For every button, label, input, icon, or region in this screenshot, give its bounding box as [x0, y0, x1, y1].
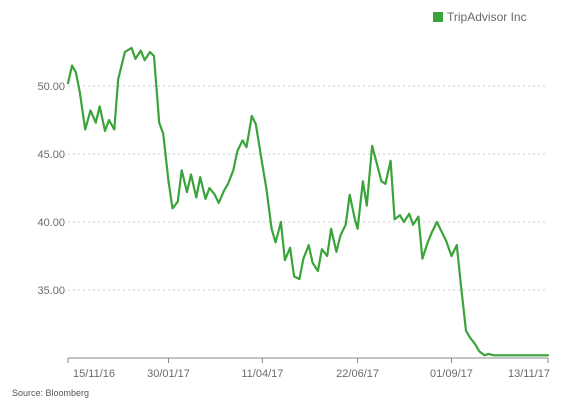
x-tick-label: 15/11/16 — [73, 368, 115, 380]
legend: TripAdvisor Inc — [433, 10, 527, 24]
series-line-tripadvisor — [66, 46, 550, 357]
x-tick-label: 30/01/17 — [147, 368, 190, 380]
legend-label: TripAdvisor Inc — [447, 10, 527, 24]
y-tick-label: 40.00 — [37, 217, 65, 229]
y-tick-label: 50.00 — [37, 81, 65, 93]
x-tick-label: 01/09/17 — [430, 368, 473, 380]
legend-swatch — [433, 12, 443, 22]
x-tick-label: 11/04/17 — [241, 368, 283, 380]
y-tick-label: 45.00 — [37, 149, 65, 161]
x-tick-label: 22/06/17 — [336, 368, 379, 380]
grid-lines — [68, 85, 548, 291]
y-tick-label: 35.00 — [37, 285, 65, 297]
x-tick-label: 13/11/17 — [508, 368, 550, 380]
source-note: Source: Bloomberg — [12, 388, 89, 398]
series-lines — [66, 46, 550, 357]
y-axis-tick-labels: 35.00 40.00 45.00 50.00 — [37, 81, 65, 297]
x-axis: 15/11/16 30/01/17 11/04/17 22/06/17 01/09/17… — [67, 357, 550, 380]
